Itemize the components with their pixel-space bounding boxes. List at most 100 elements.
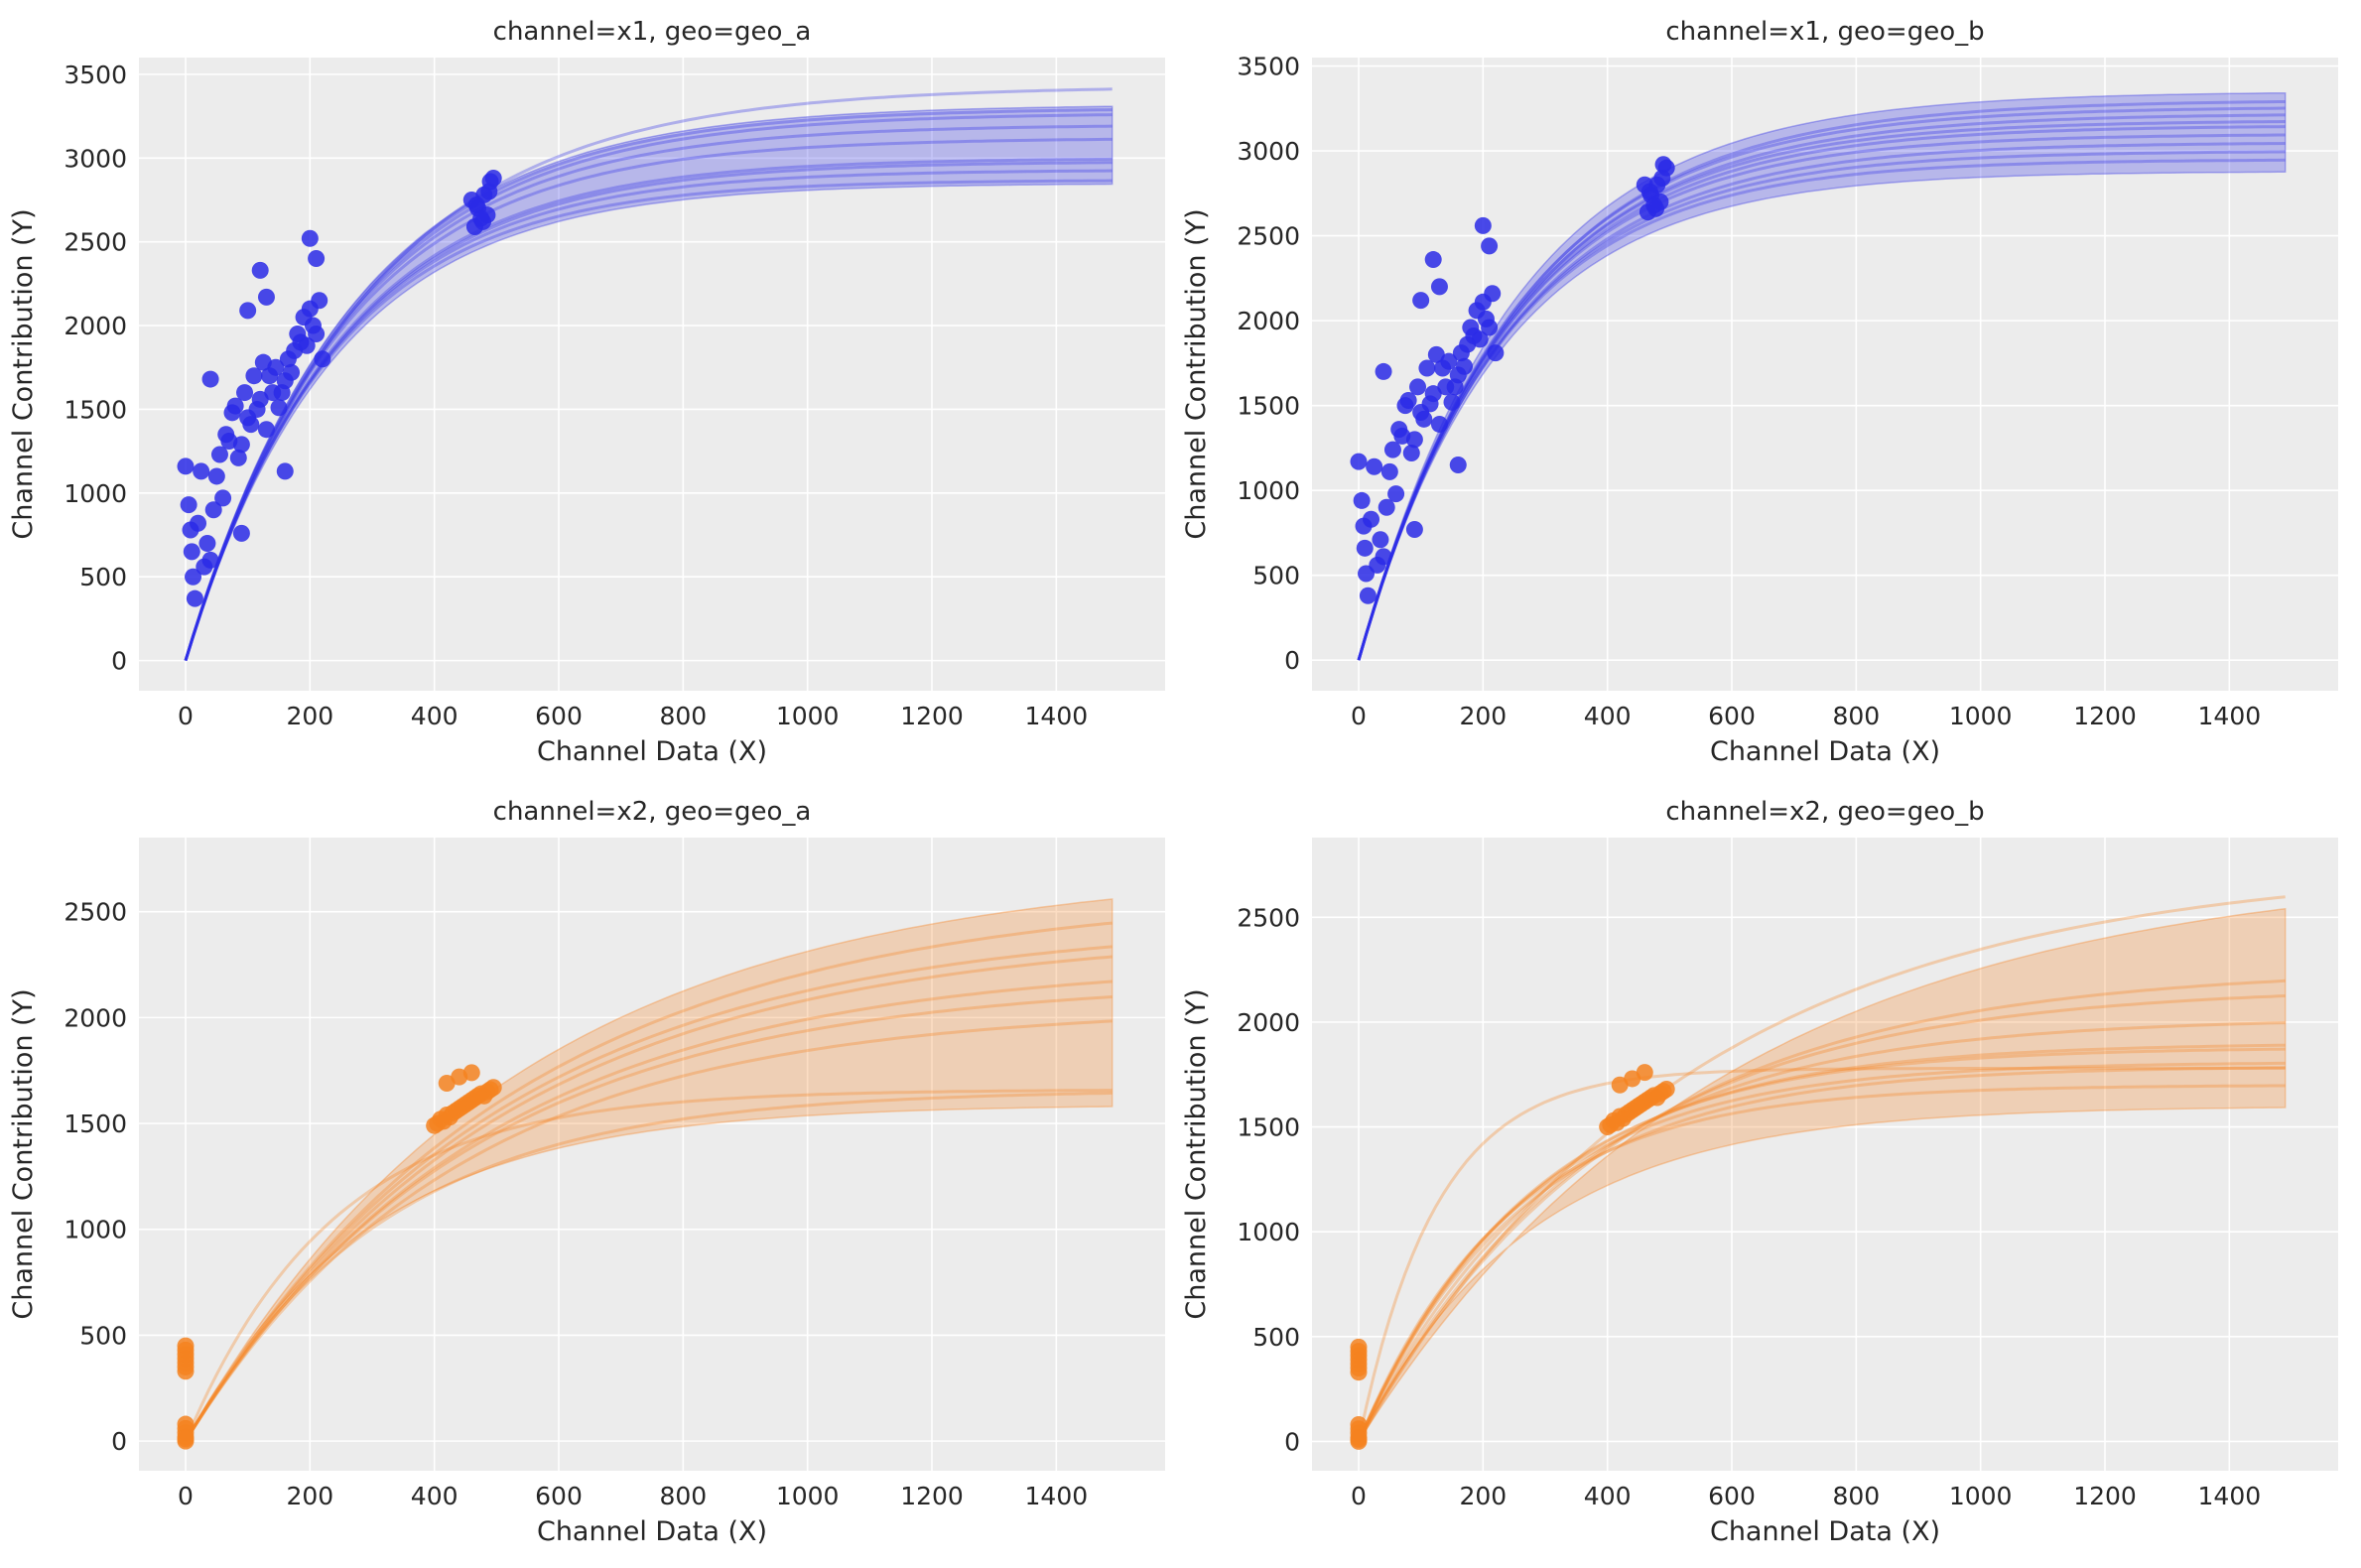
y-tick-label: 500 bbox=[79, 1321, 127, 1350]
data-point bbox=[1449, 457, 1467, 474]
data-point bbox=[1353, 491, 1371, 509]
x-tick-label: 1400 bbox=[1025, 1482, 1089, 1510]
data-point bbox=[1350, 453, 1368, 470]
y-tick-label: 2000 bbox=[64, 1003, 127, 1032]
x-tick-label: 800 bbox=[1832, 702, 1880, 730]
plot-area bbox=[177, 87, 1114, 662]
posterior-curve bbox=[184, 980, 1113, 1442]
data-point bbox=[311, 292, 328, 310]
y-tick-label: 2000 bbox=[64, 312, 127, 340]
posterior-curve bbox=[184, 137, 1113, 662]
y-tick-label: 2500 bbox=[64, 228, 127, 257]
data-point bbox=[1350, 1338, 1368, 1356]
x-tick-label: 600 bbox=[1708, 1482, 1756, 1510]
data-point bbox=[1375, 548, 1392, 566]
posterior-curve bbox=[1357, 1061, 2286, 1443]
data-point bbox=[1430, 278, 1448, 296]
y-tick-label: 1000 bbox=[1237, 1218, 1300, 1246]
data-point bbox=[1443, 393, 1461, 411]
data-point bbox=[267, 358, 285, 376]
x-tick-label: 1400 bbox=[2198, 1482, 2262, 1510]
y-tick-label: 2500 bbox=[64, 898, 127, 927]
panel-x1-geo-a: 0 200 400 600 800 1000 1200 1400 0 500 1000 1500 200… bbox=[8, 17, 1165, 767]
data-point bbox=[251, 390, 269, 408]
x-tick-label: 600 bbox=[1708, 702, 1756, 730]
y-axis-label: Channel Contribution (Y) bbox=[1181, 988, 1212, 1319]
data-point bbox=[1380, 462, 1398, 480]
data-point bbox=[1350, 1416, 1368, 1434]
data-point bbox=[1383, 441, 1401, 458]
data-point bbox=[484, 1079, 502, 1097]
posterior-curve bbox=[184, 945, 1113, 1442]
data-point bbox=[183, 543, 200, 561]
y-tick-label: 1500 bbox=[1237, 392, 1300, 421]
data-point bbox=[236, 384, 254, 402]
data-point bbox=[283, 363, 301, 381]
y-axis-label: Channel Contribution (Y) bbox=[8, 988, 39, 1319]
data-point bbox=[301, 229, 319, 247]
y-tick-label: 1500 bbox=[64, 395, 127, 424]
posterior-curve bbox=[1357, 150, 2286, 661]
data-point bbox=[1657, 1081, 1675, 1099]
y-axis-label: Channel Contribution (Y) bbox=[1181, 208, 1212, 539]
x-tick-label: 800 bbox=[659, 702, 707, 730]
data-point bbox=[177, 1415, 195, 1433]
posterior-curve bbox=[184, 955, 1113, 1442]
data-point bbox=[270, 399, 288, 417]
y-tick-label: 2500 bbox=[1237, 222, 1300, 251]
posterior-curve bbox=[1357, 1066, 2286, 1442]
posterior-curve bbox=[1357, 1066, 2286, 1443]
data-point bbox=[232, 524, 250, 542]
data-point bbox=[1356, 539, 1374, 557]
data-point bbox=[1359, 587, 1377, 604]
data-point bbox=[314, 350, 331, 368]
plot-area bbox=[1350, 91, 2287, 661]
posterior-curve bbox=[184, 995, 1113, 1442]
data-point bbox=[1424, 385, 1442, 403]
x-tick-label: 200 bbox=[286, 1482, 333, 1510]
data-point bbox=[1424, 251, 1442, 269]
data-point bbox=[1611, 1076, 1629, 1094]
x-tick-label: 0 bbox=[178, 1482, 194, 1510]
x-tick-label: 1000 bbox=[1949, 702, 2013, 730]
data-point bbox=[1440, 352, 1458, 370]
posterior-curve bbox=[184, 1089, 1113, 1442]
x-tick-label: 0 bbox=[1351, 702, 1367, 730]
x-tick-label: 1200 bbox=[2073, 1482, 2137, 1510]
data-point bbox=[1487, 344, 1505, 362]
posterior-curve bbox=[1357, 113, 2286, 661]
plot-area bbox=[1350, 895, 2287, 1450]
y-tick-label: 2500 bbox=[1237, 903, 1300, 932]
posterior-curve bbox=[1357, 994, 2286, 1443]
panel-title: channel=x1, geo=geo_a bbox=[493, 17, 812, 47]
x-axis-label: Channel Data (X) bbox=[1710, 1516, 1940, 1547]
posterior-curve bbox=[1357, 133, 2286, 661]
x-tick-label: 1200 bbox=[900, 702, 964, 730]
data-point bbox=[480, 183, 498, 200]
data-point bbox=[1375, 362, 1392, 380]
data-point bbox=[1412, 292, 1430, 310]
data-point bbox=[177, 1430, 195, 1448]
data-point bbox=[1415, 410, 1433, 428]
posterior-curve bbox=[1357, 106, 2286, 661]
posterior-curve bbox=[1357, 1043, 2286, 1443]
plot-area bbox=[177, 898, 1114, 1450]
data-point bbox=[177, 1337, 195, 1355]
data-point bbox=[474, 212, 492, 230]
data-point bbox=[229, 449, 247, 466]
data-point bbox=[1456, 357, 1474, 375]
data-point bbox=[245, 367, 263, 385]
posterior-curve bbox=[1357, 100, 2286, 661]
data-point bbox=[438, 1075, 456, 1093]
data-point bbox=[1399, 392, 1417, 410]
data-point bbox=[257, 421, 275, 439]
data-point bbox=[1372, 531, 1389, 549]
posterior-curve bbox=[184, 921, 1113, 1442]
data-point bbox=[232, 436, 250, 454]
data-point bbox=[239, 302, 257, 320]
data-point bbox=[1363, 510, 1380, 528]
data-point bbox=[1430, 415, 1448, 433]
posterior-curve bbox=[1357, 895, 2286, 1443]
x-axis-label: Channel Data (X) bbox=[537, 736, 767, 767]
